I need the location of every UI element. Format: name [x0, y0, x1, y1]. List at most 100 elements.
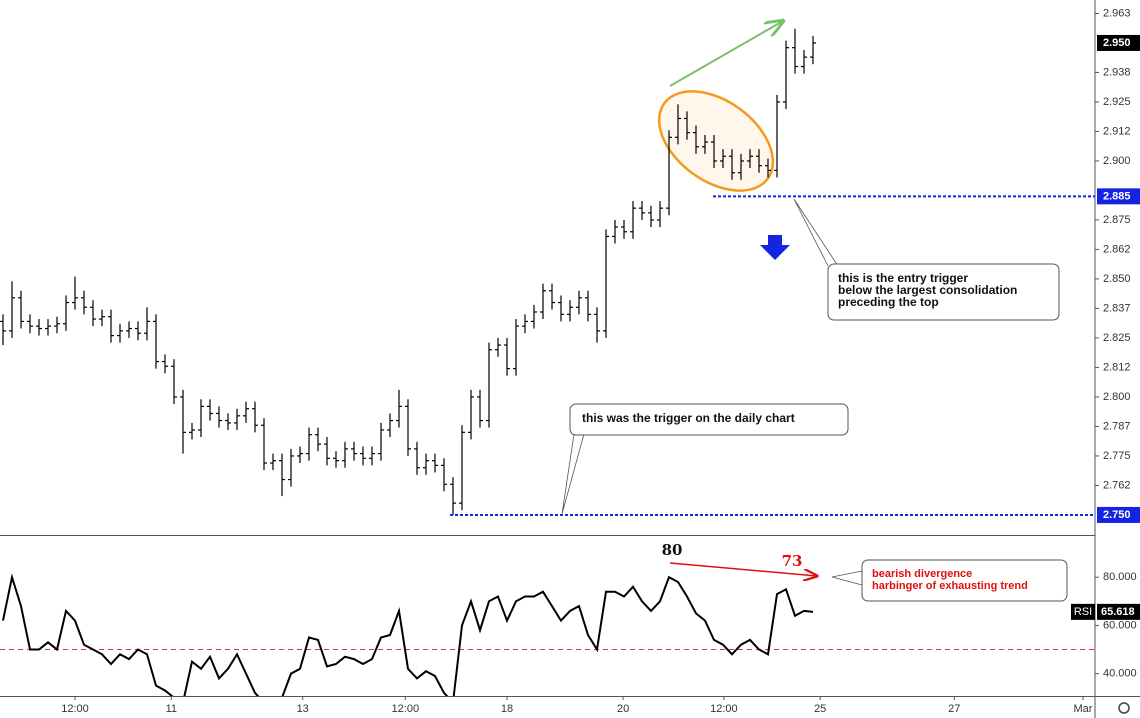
- ohlc-bar: [576, 290, 582, 315]
- ohlc-bar: [36, 319, 42, 336]
- rsi-marker-label: 65.618: [1101, 606, 1135, 618]
- ohlc-bar: [198, 399, 204, 438]
- ohlc-bar: [594, 307, 600, 343]
- y-tick-label: 2.775: [1103, 450, 1131, 462]
- ohlc-bar: [135, 321, 141, 341]
- ohlc-bar: [747, 149, 753, 169]
- y-tick-label: 80.000: [1103, 571, 1137, 583]
- ohlc-bar: [27, 314, 33, 334]
- ohlc-bar: [513, 319, 519, 376]
- ohlc-bar: [639, 201, 645, 220]
- x-tick-label: 20: [617, 703, 629, 715]
- pane: [0, 28, 816, 515]
- ohlc-bar: [432, 453, 438, 473]
- ohlc-bar: [567, 300, 573, 322]
- callout-pointer: [831, 570, 863, 586]
- y-tick-label: 2.862: [1103, 243, 1131, 255]
- x-tick-label: Mar: [1074, 703, 1093, 715]
- y-tick-label: 2.912: [1103, 125, 1131, 137]
- ohlc-bar: [0, 314, 6, 346]
- ohlc-bar: [378, 422, 384, 461]
- callout-pointer: [561, 433, 585, 515]
- y-tick-label: 2.787: [1103, 420, 1131, 432]
- x-tick-label: 18: [501, 703, 513, 715]
- ohlc-bar: [162, 354, 168, 374]
- settings-icon[interactable]: [1118, 702, 1130, 714]
- y-tick-label: 2.875: [1103, 214, 1131, 226]
- ohlc-bar: [315, 427, 321, 452]
- ohlc-bar: [441, 458, 447, 492]
- annotation: below the largest consolidation: [838, 283, 1017, 297]
- ohlc-bar: [666, 130, 672, 216]
- ohlc-bar: [396, 389, 402, 428]
- y-tick-label: 2.900: [1103, 155, 1131, 167]
- ohlc-bar: [756, 149, 762, 173]
- callout-box: [569, 403, 849, 436]
- ohlc-bar: [612, 219, 618, 244]
- x-tick-label: 12:00: [392, 703, 420, 715]
- y-tick-label: 2.812: [1103, 361, 1131, 373]
- ohlc-bar: [180, 389, 186, 454]
- ohlc-bar: [792, 28, 798, 74]
- divergence-label: 80: [662, 541, 683, 559]
- ohlc-bar: [216, 406, 222, 428]
- ohlc-bar: [225, 413, 231, 430]
- x-tick-label: 27: [948, 703, 960, 715]
- ohlc-bar: [117, 323, 123, 343]
- ohlc-bar: [81, 290, 87, 315]
- annotation: harbinger of exhausting trend: [872, 580, 1028, 592]
- y-tick-label: 2.850: [1103, 273, 1131, 285]
- callout-pointer: [793, 198, 839, 267]
- ohlc-bar: [243, 401, 249, 423]
- ohlc-bar: [99, 309, 105, 327]
- ohlc-bar: [45, 319, 51, 336]
- x-tick-label: 25: [814, 703, 826, 715]
- ohlc-bar: [270, 453, 276, 471]
- x-tick-label: 12:00: [710, 703, 738, 715]
- ohlc-bar: [351, 441, 357, 461]
- ohlc-bar: [108, 309, 114, 343]
- price-marker: [1097, 188, 1140, 205]
- y-tick-label: 2.825: [1103, 332, 1131, 344]
- ohlc-bar: [207, 399, 213, 421]
- rsi-name-box: [1071, 603, 1095, 620]
- x-tick-label: 13: [297, 703, 309, 715]
- ohlc-bar: [306, 427, 312, 461]
- ohlc-bar: [72, 276, 78, 310]
- ohlc-bar: [153, 314, 159, 369]
- pane: [0, 573, 1095, 696]
- price-marker-label: 2.950: [1103, 37, 1131, 49]
- ohlc-bar: [171, 359, 177, 405]
- ohlc-bar: [459, 425, 465, 511]
- y-tick-label: 2.762: [1103, 479, 1131, 491]
- price-marker-label: 2.885: [1103, 190, 1131, 202]
- ohlc-bar: [720, 149, 726, 169]
- annotation: this is the entry trigger: [838, 271, 968, 285]
- ohlc-bar: [477, 389, 483, 428]
- ohlc-bar: [540, 283, 546, 320]
- rsi-line: [2, 573, 814, 696]
- ohlc-bar: [360, 446, 366, 466]
- ohlc-bar: [18, 290, 24, 329]
- ohlc-bar: [630, 201, 636, 239]
- ohlc-bar: [369, 446, 375, 466]
- ohlc-bar: [9, 281, 15, 338]
- divergence-arrow: [669, 562, 817, 576]
- ohlc-bar: [288, 448, 294, 487]
- callout-box: [861, 559, 1068, 602]
- ohlc-bar: [504, 337, 510, 376]
- ohlc-bar: [810, 35, 816, 65]
- ohlc-bar: [468, 389, 474, 440]
- y-tick-label: 2.938: [1103, 66, 1131, 78]
- ohlc-bar: [702, 134, 708, 154]
- ohlc-bar: [522, 314, 528, 334]
- price-marker: [1097, 34, 1140, 51]
- ohlc-bar: [252, 401, 258, 433]
- x-tick-label: 11: [166, 703, 177, 715]
- down-arrow: [760, 235, 790, 260]
- ohlc-bar: [486, 342, 492, 428]
- ohlc-bar: [405, 399, 411, 456]
- ohlc-bar: [261, 418, 267, 471]
